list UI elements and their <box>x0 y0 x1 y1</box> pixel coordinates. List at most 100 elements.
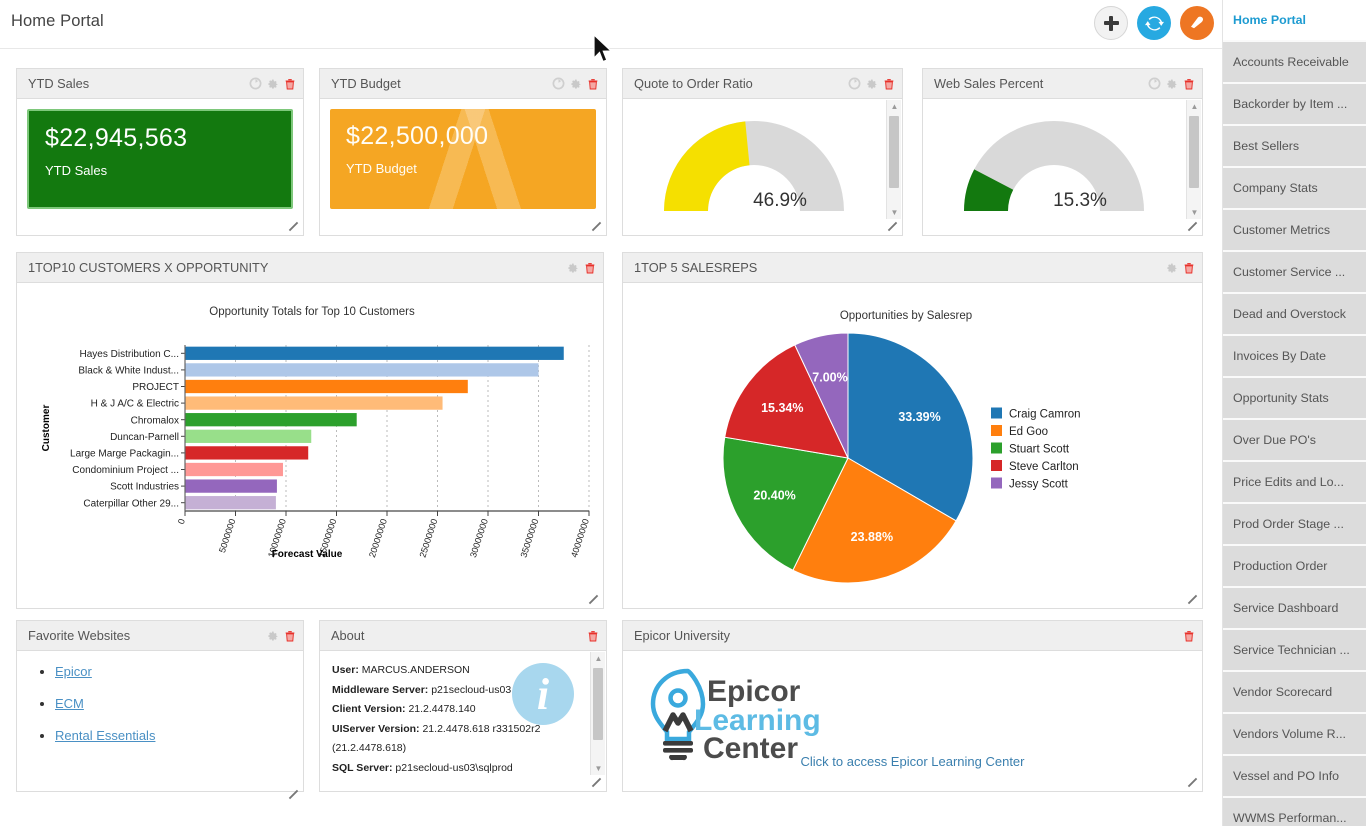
delete-icon[interactable] <box>283 629 297 643</box>
scroll-down-arrow[interactable]: ▼ <box>1190 208 1199 217</box>
widget-title: Favorite Websites <box>28 628 131 643</box>
resize-handle[interactable] <box>1186 593 1199 606</box>
delete-icon[interactable] <box>1182 629 1196 643</box>
sidebar-item-dead-and-overstock[interactable]: Dead and Overstock <box>1223 294 1366 336</box>
svg-text:25000000: 25000000 <box>418 518 440 559</box>
sidebar-item-prod-order-stage[interactable]: Prod Order Stage ... <box>1223 504 1366 546</box>
eraser-icon <box>1191 16 1204 29</box>
sidebar-item-backorder-by-item[interactable]: Backorder by Item ... <box>1223 84 1366 126</box>
widget-body: Epicor ECM Rental Essentials <box>17 663 303 803</box>
scroll-down-arrow[interactable]: ▼ <box>594 764 603 773</box>
svg-text:20000000: 20000000 <box>367 518 389 559</box>
dashboard-sidebar: Home Portal Accounts Receivable Backorder … <box>1222 0 1366 826</box>
scroll-up-arrow[interactable]: ▲ <box>1190 102 1199 111</box>
favorite-link-epicor[interactable]: Epicor <box>55 664 92 679</box>
delete-icon[interactable] <box>283 77 297 91</box>
scroll-thumb[interactable] <box>889 116 899 188</box>
delete-icon[interactable] <box>1182 77 1196 91</box>
list-item: Epicor <box>55 663 303 681</box>
sidebar-item-opportunity-stats[interactable]: Opportunity Stats <box>1223 378 1366 420</box>
sidebar-item-price-edits-and-lo[interactable]: Price Edits and Lo... <box>1223 462 1366 504</box>
scroll-up-arrow[interactable]: ▲ <box>890 102 899 111</box>
widget-header-icons <box>552 77 600 91</box>
sidebar-item-production-order[interactable]: Production Order <box>1223 546 1366 588</box>
sidebar-item-home-portal[interactable]: Home Portal <box>1223 0 1366 42</box>
sidebar-item-wwms-performan[interactable]: WWMS Performan... <box>1223 798 1366 826</box>
refresh-icon[interactable] <box>1148 77 1161 90</box>
svg-text:33.39%: 33.39% <box>898 410 940 424</box>
refresh-button[interactable] <box>1137 6 1171 40</box>
scrollbar-vertical[interactable]: ▲ ▼ <box>590 652 605 775</box>
resize-handle[interactable] <box>886 220 899 233</box>
sidebar-item-label: Production Order <box>1233 559 1328 573</box>
widget-header-icons <box>1148 77 1196 91</box>
edit-layout-button[interactable] <box>1180 6 1214 40</box>
kpi-label: YTD Sales <box>45 163 108 178</box>
refresh-icon[interactable] <box>552 77 565 90</box>
widget-epicor-university: Epicor University Epicor Learning Center <box>622 620 1203 792</box>
gear-icon[interactable] <box>1165 77 1178 90</box>
resize-handle[interactable] <box>287 788 300 801</box>
favorite-link-rental-essentials[interactable]: Rental Essentials <box>55 728 156 743</box>
kpi-value: $22,945,563 <box>45 124 188 152</box>
resize-handle[interactable] <box>1186 776 1199 789</box>
epicor-learning-center-link[interactable]: Click to access Epicor Learning Center <box>800 754 1025 769</box>
refresh-icon[interactable] <box>249 77 262 90</box>
sidebar-item-customer-metrics[interactable]: Customer Metrics <box>1223 210 1366 252</box>
widget-header-icons <box>848 77 896 91</box>
widget-top10-customers: 1TOP10 CUSTOMERS X OPPORTUNITY Opportuni… <box>16 252 604 609</box>
widget-header: Epicor University <box>623 621 1202 651</box>
delete-icon[interactable] <box>882 77 896 91</box>
sidebar-item-service-dashboard[interactable]: Service Dashboard <box>1223 588 1366 630</box>
sidebar-item-invoices-by-date[interactable]: Invoices By Date <box>1223 336 1366 378</box>
sidebar-item-vendors-volume-r[interactable]: Vendors Volume R... <box>1223 714 1366 756</box>
delete-icon[interactable] <box>586 629 600 643</box>
sidebar-item-over-due-po-s[interactable]: Over Due PO's <box>1223 420 1366 462</box>
svg-text:Large Marge Packagin...: Large Marge Packagin... <box>70 449 179 460</box>
gear-icon[interactable] <box>569 77 582 90</box>
sidebar-item-label: Prod Order Stage ... <box>1233 517 1344 531</box>
resize-handle[interactable] <box>590 776 603 789</box>
about-line-value: p21secloud-us03 <box>431 683 512 696</box>
resize-handle[interactable] <box>287 220 300 233</box>
gear-icon[interactable] <box>566 261 579 274</box>
sidebar-item-vendor-scorecard[interactable]: Vendor Scorecard <box>1223 672 1366 714</box>
sidebar-item-label: Price Edits and Lo... <box>1233 475 1344 489</box>
resize-handle[interactable] <box>587 593 600 606</box>
sidebar-item-accounts-receivable[interactable]: Accounts Receivable <box>1223 42 1366 84</box>
kpi-value: $22,500,000 <box>346 122 489 150</box>
svg-text:Stuart Scott: Stuart Scott <box>1009 444 1070 456</box>
sidebar-item-label: Service Dashboard <box>1233 601 1339 615</box>
sidebar-item-vessel-and-po-info[interactable]: Vessel and PO Info <box>1223 756 1366 798</box>
refresh-icon[interactable] <box>848 77 861 90</box>
sidebar-item-customer-service[interactable]: Customer Service ... <box>1223 252 1366 294</box>
sidebar-item-company-stats[interactable]: Company Stats <box>1223 168 1366 210</box>
svg-text:Scott Industries: Scott Industries <box>110 482 179 493</box>
delete-icon[interactable] <box>583 261 597 275</box>
delete-icon[interactable] <box>586 77 600 91</box>
widget-header: YTD Budget <box>320 69 606 99</box>
resize-handle[interactable] <box>590 220 603 233</box>
widget-quote-to-order-ratio: Quote to Order Ratio 46.9% <box>622 68 903 236</box>
gear-icon[interactable] <box>266 629 279 642</box>
gear-icon[interactable] <box>1165 261 1178 274</box>
gear-icon[interactable] <box>865 77 878 90</box>
sidebar-item-label: Opportunity Stats <box>1233 391 1329 405</box>
scrollbar-vertical[interactable]: ▲ ▼ <box>886 100 901 219</box>
delete-icon[interactable] <box>1182 261 1196 275</box>
resize-handle[interactable] <box>1186 220 1199 233</box>
favorite-link-ecm[interactable]: ECM <box>55 696 84 711</box>
sidebar-item-label: Customer Service ... <box>1233 265 1346 279</box>
svg-text:5000000: 5000000 <box>217 518 237 554</box>
scroll-thumb[interactable] <box>1189 116 1199 188</box>
gear-icon[interactable] <box>266 77 279 90</box>
scrollbar-vertical[interactable]: ▲ ▼ <box>1186 100 1201 219</box>
widget-body: Opportunities by Salesrep 33.39% 23.88% 20.… <box>623 283 1202 608</box>
sidebar-item-best-sellers[interactable]: Best Sellers <box>1223 126 1366 168</box>
sidebar-item-service-technician[interactable]: Service Technician ... <box>1223 630 1366 672</box>
epicor-learning-center-logo: Epicor Learning Center <box>650 668 821 763</box>
add-widget-button[interactable] <box>1094 6 1128 40</box>
scroll-down-arrow[interactable]: ▼ <box>890 208 899 217</box>
scroll-thumb[interactable] <box>593 668 603 740</box>
scroll-up-arrow[interactable]: ▲ <box>594 654 603 663</box>
